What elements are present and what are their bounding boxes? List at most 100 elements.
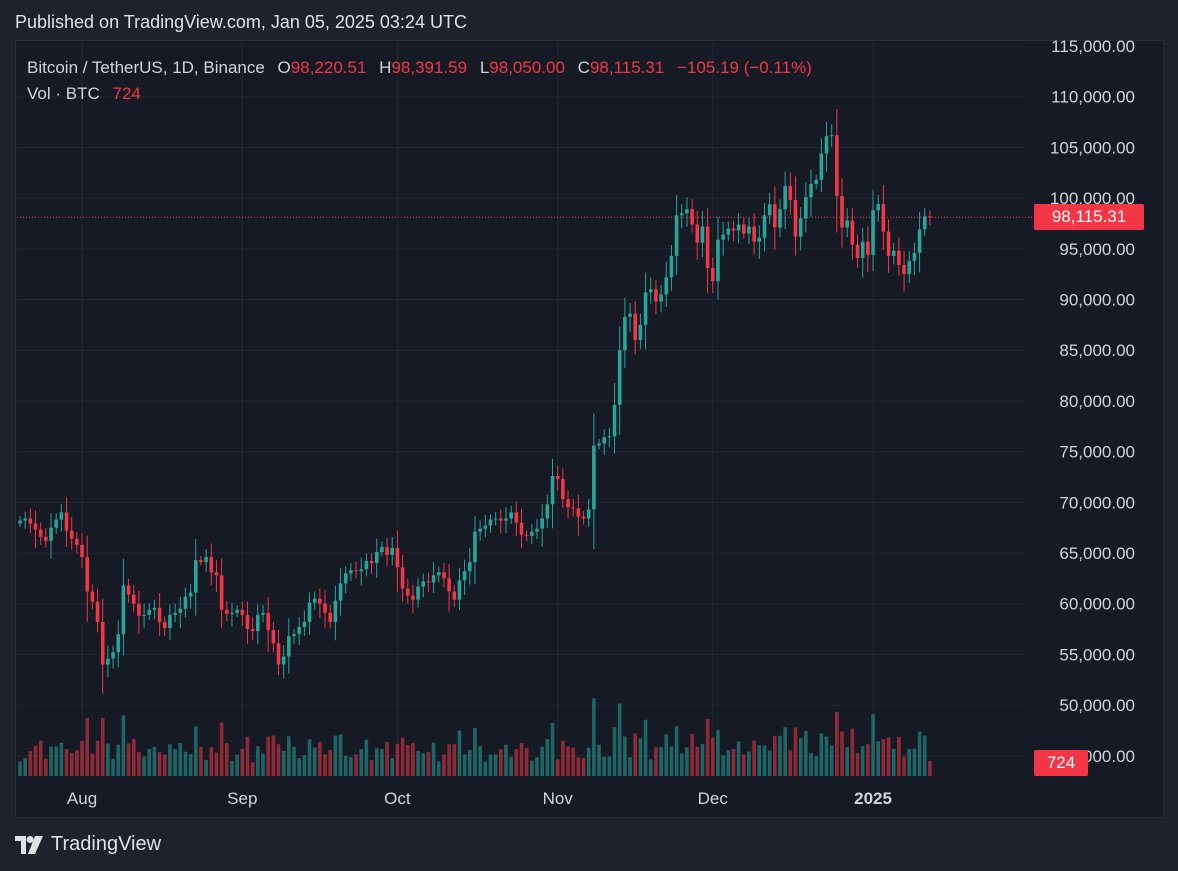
candle-body [752,226,756,242]
chart-grid [17,41,1025,776]
volume-bar [85,718,90,776]
candle-body [845,220,849,228]
candle-body [349,570,353,574]
volume-bar [571,747,575,776]
legend-change: −105.19 (−0.11%) [677,58,812,77]
candle-body [721,234,725,240]
candle-body [798,218,803,237]
volume-bar [793,727,798,776]
volume-bar [100,718,105,776]
volume-bar [240,748,245,776]
volume-bar [44,758,48,776]
volume-bar [592,698,596,776]
legend-volume-row: Vol · BTC 724 [27,81,812,107]
volume-bars [18,698,932,776]
candle-body [809,183,813,198]
volume-bar [876,741,881,776]
candle-body [891,250,896,256]
y-tick-label: 85,000.00 [1059,341,1135,360]
candle-body [59,512,64,520]
candle-body [100,621,105,665]
footer-branding[interactable]: TradingView [15,833,161,856]
candle-body [411,595,415,600]
volume-bar [116,744,121,776]
volume-bar [659,747,663,776]
volume-bar [555,759,560,776]
volume-bar [462,754,467,776]
candle-body [137,603,141,616]
candle-body [742,224,746,234]
volume-bar [18,761,22,776]
volume-bar [137,751,141,776]
candle-body [126,585,131,595]
candle-body [426,581,431,583]
volume-bar [835,711,839,776]
volume-bar [638,738,643,776]
volume-bar [209,747,214,776]
volume-bar [390,758,395,776]
time-axis[interactable]: Aug Sep Oct Nov Dec 2025 [67,789,892,808]
candle-body [705,226,710,269]
volume-bar [912,748,917,776]
volume-bar [297,758,301,776]
candle-body [690,209,694,225]
legend-volume-value: 724 [112,84,141,103]
candle-body [907,260,912,275]
volume-bar [152,746,157,776]
legend-low-value: 98,050.00 [489,58,565,77]
y-tick-label: 65,000.00 [1059,544,1135,563]
volume-bar [318,742,322,776]
candle-body [121,585,126,635]
volume-bar [54,746,58,776]
volume-bar [860,746,865,776]
candle-body [385,546,389,556]
candle-body [23,518,27,521]
volume-bar [886,737,891,776]
candle-body [452,591,457,600]
candle-body [561,478,565,500]
candle-body [855,244,860,258]
volume-bar [757,745,762,776]
volume-bar [762,745,767,776]
volume-bar [333,735,338,776]
candle-body [866,241,870,255]
candle-body [881,204,886,232]
candle-body [405,588,410,596]
x-tick-label: 2025 [854,789,892,808]
candle-body [142,614,146,616]
candle-body [111,652,115,659]
candle-body [493,518,498,520]
candle-body [519,522,524,535]
candle-body [90,591,95,602]
last-price-tag: 98,115.31 [1034,204,1144,230]
volume-bar [467,749,472,776]
volume-bar [654,747,658,776]
candle-body [287,636,291,657]
volume-bar [907,748,912,776]
candle-body [524,534,529,536]
candle-body [648,289,653,293]
volume-bar [349,757,353,776]
candle-body [18,520,22,524]
volume-bar [395,743,400,776]
volume-bar [33,745,38,776]
volume-tag: 724 [1034,750,1088,776]
candle-body [695,224,700,243]
candle-body [380,546,384,552]
volume-bar [922,735,927,776]
volume-bar [292,746,296,776]
volume-bar [256,746,260,776]
candle-body [545,504,550,519]
candle-body [773,204,777,228]
volume-bar [168,744,172,776]
chart-panel[interactable] [15,40,1164,818]
volume-bar [669,746,674,776]
candle-body [447,578,451,592]
candle-body [312,598,317,603]
candle-body [281,656,286,665]
price-axis[interactable]: 115,000.00 110,000.00 105,000.00 100,000.00… [1050,37,1135,766]
candle-body [876,204,881,211]
candle-body [550,475,555,505]
volume-bar [752,740,756,776]
